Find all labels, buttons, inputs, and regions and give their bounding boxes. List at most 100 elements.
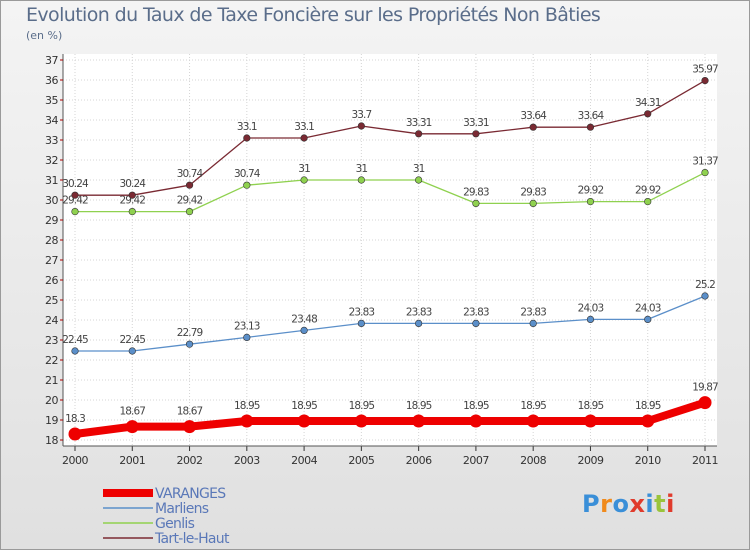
y-tick-label: 20 [45, 394, 58, 407]
series-marliens: 22.45 22.45 22.79 23.13 23.48 23.83 23.83 23.83… [62, 279, 716, 355]
data-label: 18.67 [119, 406, 145, 418]
x-tick-label: 2004 [291, 454, 317, 467]
data-point [71, 191, 79, 199]
data-label: 23.48 [291, 313, 317, 325]
y-tick-label: 29 [45, 214, 58, 227]
logo-letter: t [654, 490, 667, 518]
data-label: 24.03 [578, 302, 604, 314]
data-point [185, 181, 194, 189]
series-line [75, 295, 706, 352]
data-point [529, 319, 537, 328]
logo-letter: i [666, 490, 675, 518]
data-label: 29.42 [177, 195, 203, 207]
data-label: 31 [413, 163, 425, 175]
y-tick-label: 18 [45, 434, 58, 447]
data-label: 18.95 [635, 400, 661, 412]
data-label: 18.67 [177, 406, 203, 418]
x-tick-label: 2000 [62, 454, 88, 467]
data-point [415, 176, 423, 184]
data-label: 24.03 [635, 302, 661, 314]
data-label: 29.83 [520, 186, 546, 198]
data-point [71, 208, 79, 216]
data-label: 18.95 [463, 400, 489, 412]
data-point [357, 122, 365, 130]
plot-area [63, 54, 717, 446]
data-point [586, 198, 595, 206]
data-point [297, 414, 311, 428]
data-label: 29.92 [578, 185, 604, 197]
x-tick-label: 2001 [119, 454, 145, 467]
x-tick-label: 2006 [406, 454, 432, 467]
data-point [586, 123, 595, 131]
data-point [240, 414, 254, 428]
y-tick-label: 35 [45, 94, 58, 107]
data-point [644, 315, 652, 324]
y-tick-label: 34 [45, 114, 58, 127]
y-tick-label: 32 [45, 154, 58, 167]
data-label: 33.1 [237, 121, 257, 133]
data-point [185, 208, 194, 216]
proxiti-logo: Proxiti [582, 490, 675, 518]
y-tick-label: 37 [45, 54, 58, 67]
data-label: 29.42 [62, 195, 88, 207]
data-point [357, 319, 365, 328]
y-tick-label: 31 [45, 174, 58, 187]
data-label: 18.95 [520, 400, 546, 412]
y-tick-label: 27 [45, 254, 58, 267]
data-label: 35.97 [692, 64, 718, 76]
logo-letter: i [645, 490, 655, 518]
logo-letter: P [582, 490, 601, 518]
data-point [243, 134, 251, 142]
data-label: 29.83 [463, 186, 489, 198]
x-tick-label: 2005 [348, 454, 374, 467]
data-point [412, 414, 426, 428]
data-label: 18.3 [65, 413, 85, 425]
data-point [300, 134, 308, 142]
data-label: 33.31 [406, 117, 432, 129]
data-label: 31.37 [692, 156, 718, 168]
data-label: 23.83 [349, 306, 375, 318]
data-label: 22.45 [62, 334, 88, 346]
unit-label: (en %) [26, 29, 63, 42]
x-tick-label: 2007 [463, 454, 489, 467]
data-label: 30.24 [62, 178, 89, 190]
data-point [300, 326, 308, 335]
data-point [128, 347, 136, 355]
data-point [472, 130, 480, 138]
data-label: 23.13 [234, 320, 260, 332]
data-label: 22.79 [177, 327, 203, 339]
y-tick-label: 25 [45, 294, 58, 307]
data-label: 18.95 [291, 400, 317, 412]
data-point [586, 315, 595, 324]
y-tick-label: 19 [45, 414, 58, 427]
legend-label: Genlis [155, 516, 195, 532]
data-point [701, 76, 709, 85]
data-label: 18.95 [234, 400, 260, 412]
data-label: 22.45 [119, 334, 145, 346]
y-tick-label: 33 [45, 134, 58, 147]
x-tick-label: 2008 [520, 454, 546, 467]
data-label: 31 [298, 163, 310, 175]
data-label: 18.95 [406, 400, 432, 412]
series-line [75, 80, 706, 196]
data-point [526, 414, 540, 428]
logo-letter: r [600, 490, 613, 518]
data-label: 29.42 [119, 195, 145, 207]
data-label: 33.1 [294, 121, 314, 133]
data-label: 30.74 [234, 168, 261, 180]
chart-title: Evolution du Taux de Taxe Foncière sur l… [26, 4, 601, 26]
y-tick-label: 26 [45, 274, 58, 287]
y-tick-label: 22 [45, 354, 58, 367]
series-genlis: 29.42 29.42 29.42 30.74 31 31 31 29.83 29.83 29.9… [62, 156, 719, 216]
data-point [71, 347, 79, 355]
data-point [354, 414, 368, 428]
data-point [68, 427, 82, 441]
series-tart-le-haut: 30.24 30.24 30.74 33.1 33.1 33.7 33.31 33.31 33.… [62, 64, 719, 199]
data-point [185, 340, 194, 348]
x-tick-label: 2010 [635, 454, 661, 467]
y-tick-label: 21 [45, 374, 58, 387]
y-tick-label: 23 [45, 334, 58, 347]
data-point [644, 110, 652, 118]
data-label: 30.24 [119, 178, 146, 190]
